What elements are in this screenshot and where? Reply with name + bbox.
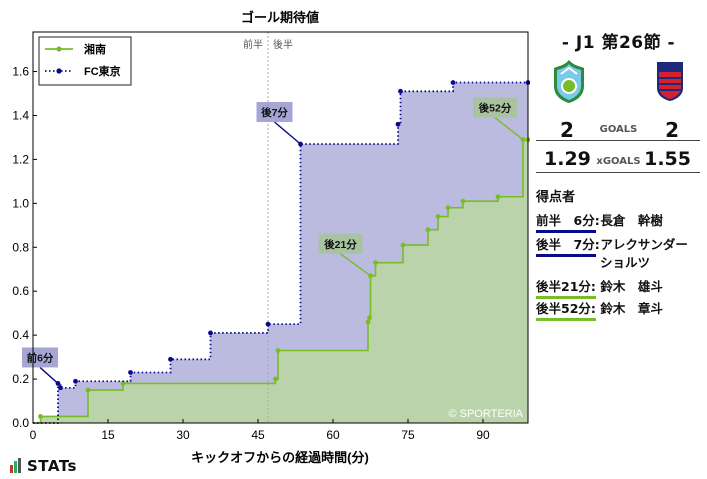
annotation-label: 前6分 <box>27 351 54 364</box>
scorer-name-line2: ショルツ <box>600 255 651 270</box>
x-tick-label: 30 <box>176 428 190 442</box>
series-line-away <box>33 81 528 424</box>
data-point <box>273 376 278 382</box>
halftime-label-second: 後半 <box>273 38 293 51</box>
data-point <box>58 385 63 391</box>
annotation-box <box>473 97 517 118</box>
x-tick-label: 45 <box>251 428 265 442</box>
data-point <box>265 321 271 327</box>
scorer-time: 後半 7分: <box>536 234 600 257</box>
legend: 湘南 FC東京 <box>38 36 132 86</box>
scorer-time: 前半 6分: <box>536 210 600 233</box>
data-point <box>435 214 441 219</box>
legend-swatch-marker <box>56 46 62 52</box>
y-tick-label: 0.0 <box>12 416 29 430</box>
match-panel: - J1 第26節 - 2 GOALS 2 1.29 xGOALS 1.55 得… <box>530 0 707 479</box>
divider <box>536 140 700 141</box>
annotation-connector <box>39 366 59 384</box>
stats-logo: STATs <box>10 457 77 477</box>
data-point <box>73 378 78 384</box>
scorer-row: 後半 7分: アレクサンダー ショルツ <box>536 234 688 270</box>
data-point <box>120 381 126 386</box>
y-tick-label: 0.2 <box>12 372 29 386</box>
annotation-label: 後7分 <box>260 106 288 119</box>
scorer-time: 後半52分: <box>536 298 596 321</box>
y-tick-label: 1.2 <box>12 152 29 166</box>
data-point <box>128 370 133 375</box>
match-title: - J1 第26節 - <box>561 33 676 53</box>
y-tick-label: 0.4 <box>12 328 29 342</box>
y-tick-label: 0.8 <box>12 240 29 254</box>
legend-swatch-marker <box>56 68 62 74</box>
legend-label: 湘南 <box>84 42 106 56</box>
scorer-row: 後半21分: 鈴木 雄斗 <box>536 276 663 299</box>
scorer-time: 後半21分: <box>536 276 596 299</box>
data-point <box>275 348 281 353</box>
home-crest-icon <box>554 60 584 103</box>
annotation-connector <box>340 253 371 277</box>
annotation-connector <box>494 117 524 141</box>
chart-title: ゴール期待値 <box>241 10 319 25</box>
data-point <box>398 88 403 94</box>
away-goals: 2 <box>665 118 679 142</box>
annotation-box <box>256 102 293 123</box>
home-xg: 1.29 <box>544 148 591 170</box>
data-point <box>367 315 372 320</box>
data-point <box>373 260 378 266</box>
data-point <box>445 205 451 211</box>
annotation-label: 後21分 <box>323 238 357 251</box>
x-tick-label: 15 <box>101 428 115 442</box>
data-point <box>168 356 173 362</box>
data-point <box>85 387 91 393</box>
annotation-box <box>318 233 363 254</box>
data-point <box>365 319 371 325</box>
y-tick-label: 1.0 <box>12 196 29 210</box>
data-point <box>208 330 213 336</box>
scorer-name: 鈴木 章斗 <box>600 301 663 316</box>
goals-label: GOALS <box>599 124 638 135</box>
y-tick-label: 1.6 <box>12 65 29 79</box>
data-point <box>425 227 431 233</box>
data-point <box>495 194 501 200</box>
divider <box>536 172 700 173</box>
away-xg: 1.55 <box>644 148 691 170</box>
annotation-label: 後52分 <box>478 102 512 115</box>
data-point <box>400 242 406 248</box>
annotation-box <box>22 347 58 368</box>
data-point <box>395 121 401 127</box>
y-tick-label: 0.6 <box>12 284 29 298</box>
scorers-title: 得点者 <box>536 190 576 205</box>
x-tick-label: 60 <box>326 428 340 442</box>
scorer-row: 前半 6分: 長倉 幹樹 <box>536 210 663 233</box>
x-axis-label: キックオフからの経過時間(分) <box>191 450 369 465</box>
scorer-name: 鈴木 雄斗 <box>600 279 663 294</box>
watermark: © SPORTERIA <box>448 408 523 420</box>
y-tick-label: 1.4 <box>12 108 29 122</box>
series-area-home <box>33 139 528 423</box>
annotation-connector <box>274 121 301 145</box>
x-tick-label: 0 <box>30 428 37 442</box>
scorer-name: 長倉 幹樹 <box>600 213 663 228</box>
scorer-row: 後半52分: 鈴木 章斗 <box>536 298 663 321</box>
legend-frame <box>38 36 132 86</box>
x-tick-label: 75 <box>401 428 415 442</box>
home-goals: 2 <box>560 118 574 142</box>
halftime-label-first: 前半 <box>243 38 263 51</box>
x-tick-label: 90 <box>476 428 490 442</box>
brand-text: STATs <box>27 457 77 475</box>
series-line-home <box>33 138 528 424</box>
legend-label: FC東京 <box>84 64 121 78</box>
xg-label: xGOALS <box>596 156 641 167</box>
data-point <box>460 198 466 204</box>
away-crest-icon <box>657 62 683 101</box>
scorer-name: アレクサンダー <box>600 237 688 252</box>
plot-frame <box>32 31 529 424</box>
data-point <box>38 414 43 419</box>
stats-bars-icon <box>10 458 22 477</box>
data-point <box>450 80 456 85</box>
